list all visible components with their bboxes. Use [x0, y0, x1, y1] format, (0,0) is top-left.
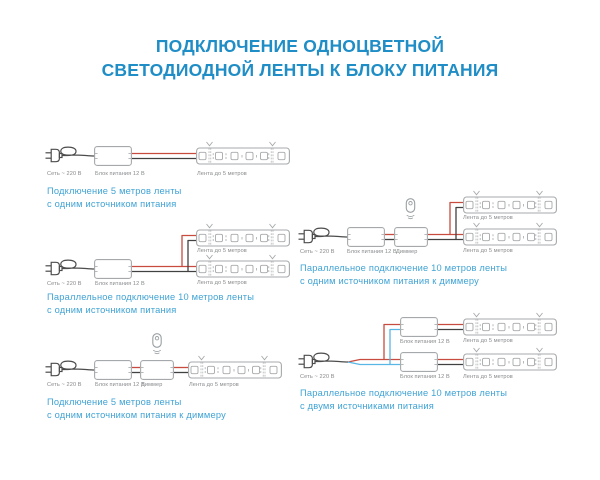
- psu-label: Блок питания 12 В: [95, 382, 145, 388]
- diagram-2-caption: Параллельное подключение 10 метров ленты…: [47, 291, 254, 317]
- caption-line: Параллельное подключение 10 метров ленты: [47, 292, 255, 302]
- power-plug-icon: [45, 146, 95, 163]
- power-supply-box-icon: [94, 259, 132, 279]
- caption-line: с одним источником питания: [47, 198, 177, 209]
- strip-label: Лента до 5 метров: [189, 382, 239, 388]
- led-strip-icon: [463, 222, 557, 246]
- diagram-1-caption: Подключение 5 метров ленты с одним источ…: [47, 185, 182, 211]
- diagram-5-schematic: [298, 312, 557, 372]
- caption-line: с одним источником питания к диммеру: [47, 409, 227, 420]
- strip-label: Лента до 5 метров: [463, 215, 513, 221]
- net-label: Сеть ~ 220 В: [300, 374, 335, 380]
- dimmer-box-icon: [394, 227, 428, 247]
- strip-label: Лента до 5 метров: [197, 280, 247, 286]
- remote-control-icon: [152, 333, 162, 355]
- psu-label: Блок питания 12 В: [95, 171, 145, 177]
- net-label: Сеть ~ 220 В: [47, 382, 82, 388]
- led-strip-icon: [196, 254, 290, 278]
- led-strip-icon: [463, 312, 557, 336]
- psu-label: Блок питания 12 В: [400, 339, 450, 345]
- power-plug-icon: [45, 360, 95, 377]
- psu-label: Блок питания 12 В: [347, 249, 397, 255]
- power-supply-box-icon: [400, 317, 438, 337]
- strip-label: Лента до 5 метров: [463, 248, 513, 254]
- led-strip-icon: [196, 141, 290, 165]
- wire-black-branch: [455, 206, 463, 240]
- diagram-4-schematic: [298, 190, 557, 247]
- caption-line: с одним источником питания: [47, 304, 177, 315]
- wire-red-branch: [449, 201, 463, 235]
- power-supply-box-icon: [347, 227, 385, 247]
- psu-label: Блок питания 12 В: [95, 281, 145, 287]
- page-title-line2: СВЕТОДИОДНОЙ ЛЕНТЫ К БЛОКУ ПИТАНИЯ: [101, 60, 499, 80]
- diagram-4-caption: Параллельное подключение 10 метров ленты…: [300, 262, 507, 288]
- net-label: Сеть ~ 220 В: [47, 171, 82, 177]
- power-supply-box-icon: [94, 146, 132, 166]
- wire-red-branch: [181, 234, 196, 267]
- diagram-3-schematic: [45, 333, 282, 380]
- power-plug-icon: [298, 227, 348, 244]
- wire-blue-ac-branch: [389, 328, 400, 365]
- strip-label: Лента до 5 метров: [197, 248, 247, 254]
- diagram-5-caption: Параллельное подключение 10 метров ленты…: [300, 387, 507, 413]
- dimmer-box-icon: [140, 360, 174, 380]
- wire-red-ac: [347, 358, 400, 363]
- net-label: Сеть ~ 220 В: [300, 249, 335, 255]
- power-plug-icon: [45, 259, 95, 276]
- page-title-line1: ПОДКЛЮЧЕНИЕ ОДНОЦВЕТНОЙ: [155, 36, 445, 56]
- page-title: ПОДКЛЮЧЕНИЕ ОДНОЦВЕТНОЙ СВЕТОДИОДНОЙ ЛЕН…: [0, 34, 600, 82]
- strip-label: Лента до 5 метров: [463, 374, 513, 380]
- diagram-1-schematic: [45, 141, 290, 166]
- caption-line: с двумя источниками питания: [300, 400, 434, 411]
- caption-line: Подключение 5 метров ленты: [47, 397, 182, 407]
- dimmer-label: Диммер: [396, 249, 418, 255]
- psu-label: Блок питания 12 В: [400, 374, 450, 380]
- led-strip-icon: [196, 223, 290, 247]
- led-strip-icon: [188, 355, 282, 379]
- caption-line: Подключение 5 метров ленты: [47, 186, 182, 196]
- power-supply-box-icon: [94, 360, 132, 380]
- caption-line: с одним источником питания к диммеру: [300, 275, 480, 286]
- remote-control-icon: [405, 198, 416, 220]
- power-plug-icon: [298, 352, 348, 369]
- diagram-3-caption: Подключение 5 метров ленты с одним источ…: [47, 396, 226, 422]
- wire-black-branch: [187, 239, 196, 272]
- strip-label: Лента до 5 метров: [197, 171, 247, 177]
- wire-red-ac-branch: [383, 323, 400, 360]
- dimmer-label: Диммер: [141, 382, 163, 388]
- led-strip-icon: [463, 190, 557, 214]
- power-supply-box-icon: [400, 352, 438, 372]
- wire-blue-ac: [347, 361, 400, 366]
- caption-line: Параллельное подключение 10 метров ленты: [300, 388, 508, 398]
- caption-line: Параллельное подключение 10 метров ленты: [300, 263, 508, 273]
- strip-label: Лента до 5 метров: [463, 338, 513, 344]
- led-strip-icon: [463, 347, 557, 371]
- net-label: Сеть ~ 220 В: [47, 281, 82, 287]
- diagram-2-schematic: [45, 223, 290, 279]
